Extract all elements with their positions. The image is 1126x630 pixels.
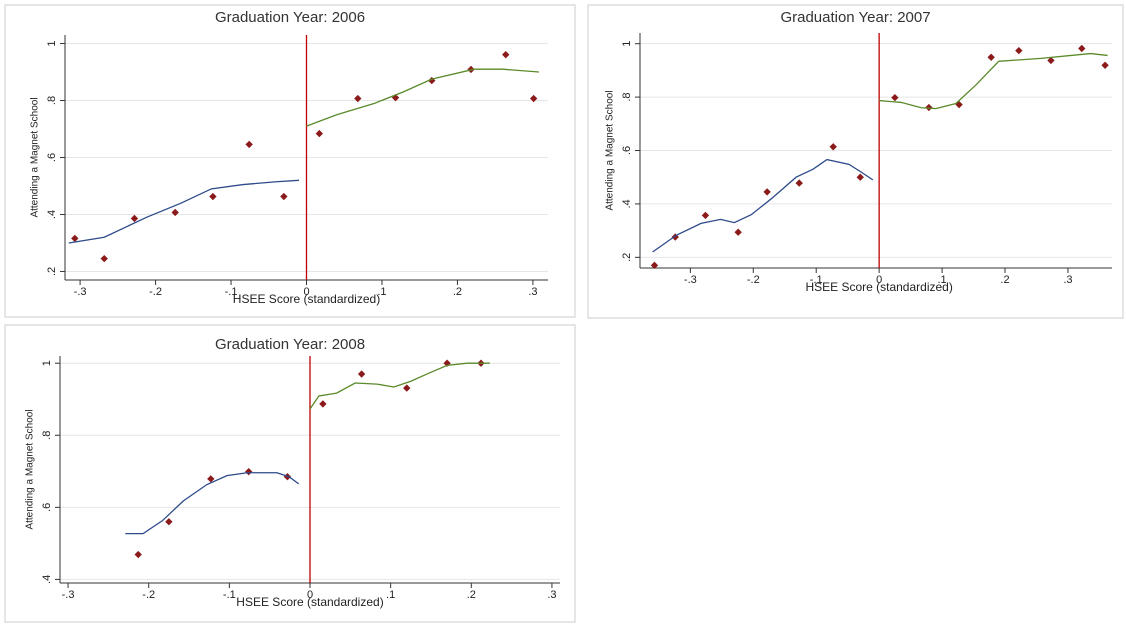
x-tick-label: .3 (528, 286, 537, 298)
x-tick-label: .2 (453, 286, 462, 298)
x-tick-label: -.1 (223, 589, 236, 601)
data-point (1047, 56, 1055, 65)
x-tick-label: .2 (1000, 274, 1009, 286)
x-tick-label: -.2 (149, 286, 162, 298)
y-tick-label: .4 (46, 210, 58, 219)
x-tick-label: -.1 (225, 286, 238, 298)
fit-line (68, 179, 299, 244)
y-tick-label: 1 (621, 41, 633, 47)
x-axis-title: HSEE Score (standardized) (233, 292, 380, 306)
y-tick-label: .6 (621, 146, 633, 155)
x-tick-label: -.3 (62, 589, 75, 601)
x-tick-label: 0 (307, 589, 313, 601)
x-tick-label: 0 (876, 274, 882, 286)
panel: Graduation Year: 2007 .2 .4 .6 .8 1 -.3 -.2 -.1 0… (587, 4, 1124, 319)
panel-frame (4, 4, 576, 318)
x-tick-label: -.2 (142, 589, 155, 601)
y-axis-title: Attending a Magnet School (30, 97, 41, 217)
data-point (207, 475, 215, 483)
chart-title: Graduation Year: 2007 (780, 9, 930, 26)
x-tick-label: .1 (377, 286, 386, 298)
panel-frame (4, 324, 576, 623)
data-point (357, 370, 366, 378)
data-point (71, 234, 79, 243)
data-point (925, 103, 933, 112)
x-axis-title: HSEE Score (standardized) (805, 280, 952, 294)
fit-line (309, 362, 490, 410)
fit-line (306, 68, 539, 127)
chart-title: Graduation Year: 2006 (215, 9, 365, 26)
x-tick-label: -.1 (810, 274, 823, 286)
y-tick-label: .2 (46, 267, 58, 276)
fit-line (879, 52, 1108, 110)
x-axis-title: HSEE Score (standardized) (236, 595, 383, 609)
y-tick-label: .2 (621, 253, 633, 262)
fit-line (125, 472, 300, 535)
data-point (245, 140, 253, 149)
y-tick-label: .4 (41, 575, 53, 584)
data-point (1101, 61, 1109, 69)
data-point (650, 261, 659, 270)
y-tick-label: .6 (41, 503, 53, 512)
panel: Graduation Year: 2006 .2 .4 .6 .8 1 -.3 -.2 -.1 0… (4, 4, 576, 318)
x-tick-label: .1 (386, 589, 395, 601)
x-tick-label: -.3 (684, 274, 697, 286)
data-point (795, 179, 803, 187)
chart-title: Graduation Year: 2008 (215, 336, 365, 353)
data-point (829, 143, 837, 151)
x-tick-label: .3 (547, 589, 556, 601)
panel: Graduation Year: 2008 .4 .6 .8 1 -.3 -.2 -.1 0 .1… (4, 324, 576, 623)
data-point (354, 94, 362, 103)
data-point (529, 94, 538, 103)
y-tick-label: .8 (621, 92, 633, 101)
data-point (245, 467, 253, 476)
data-point (209, 192, 217, 201)
y-tick-label: 1 (46, 40, 58, 46)
panel-frame (587, 4, 1124, 319)
data-point (701, 211, 710, 220)
x-tick-label: .2 (467, 589, 476, 601)
y-tick-label: 1 (41, 360, 53, 366)
data-point (987, 53, 995, 61)
y-tick-label: .4 (621, 199, 633, 208)
x-tick-label: .1 (937, 274, 946, 286)
data-point (100, 254, 108, 263)
y-axis-title: Attending a Magnet School (25, 409, 36, 529)
data-point (403, 384, 411, 392)
y-tick-label: .6 (46, 153, 58, 162)
data-point (856, 173, 864, 181)
data-point (134, 550, 142, 559)
fit-line (652, 158, 874, 253)
y-tick-label: .8 (41, 431, 53, 440)
data-point (734, 228, 742, 236)
data-point (319, 400, 327, 408)
x-tick-label: 0 (303, 286, 309, 298)
data-point (763, 188, 771, 196)
y-axis-title: Attending a Magnet School (605, 90, 616, 210)
x-tick-label: -.3 (74, 286, 87, 298)
x-tick-label: .3 (1063, 274, 1072, 286)
x-tick-label: -.2 (747, 274, 760, 286)
y-tick-label: .8 (46, 96, 58, 105)
